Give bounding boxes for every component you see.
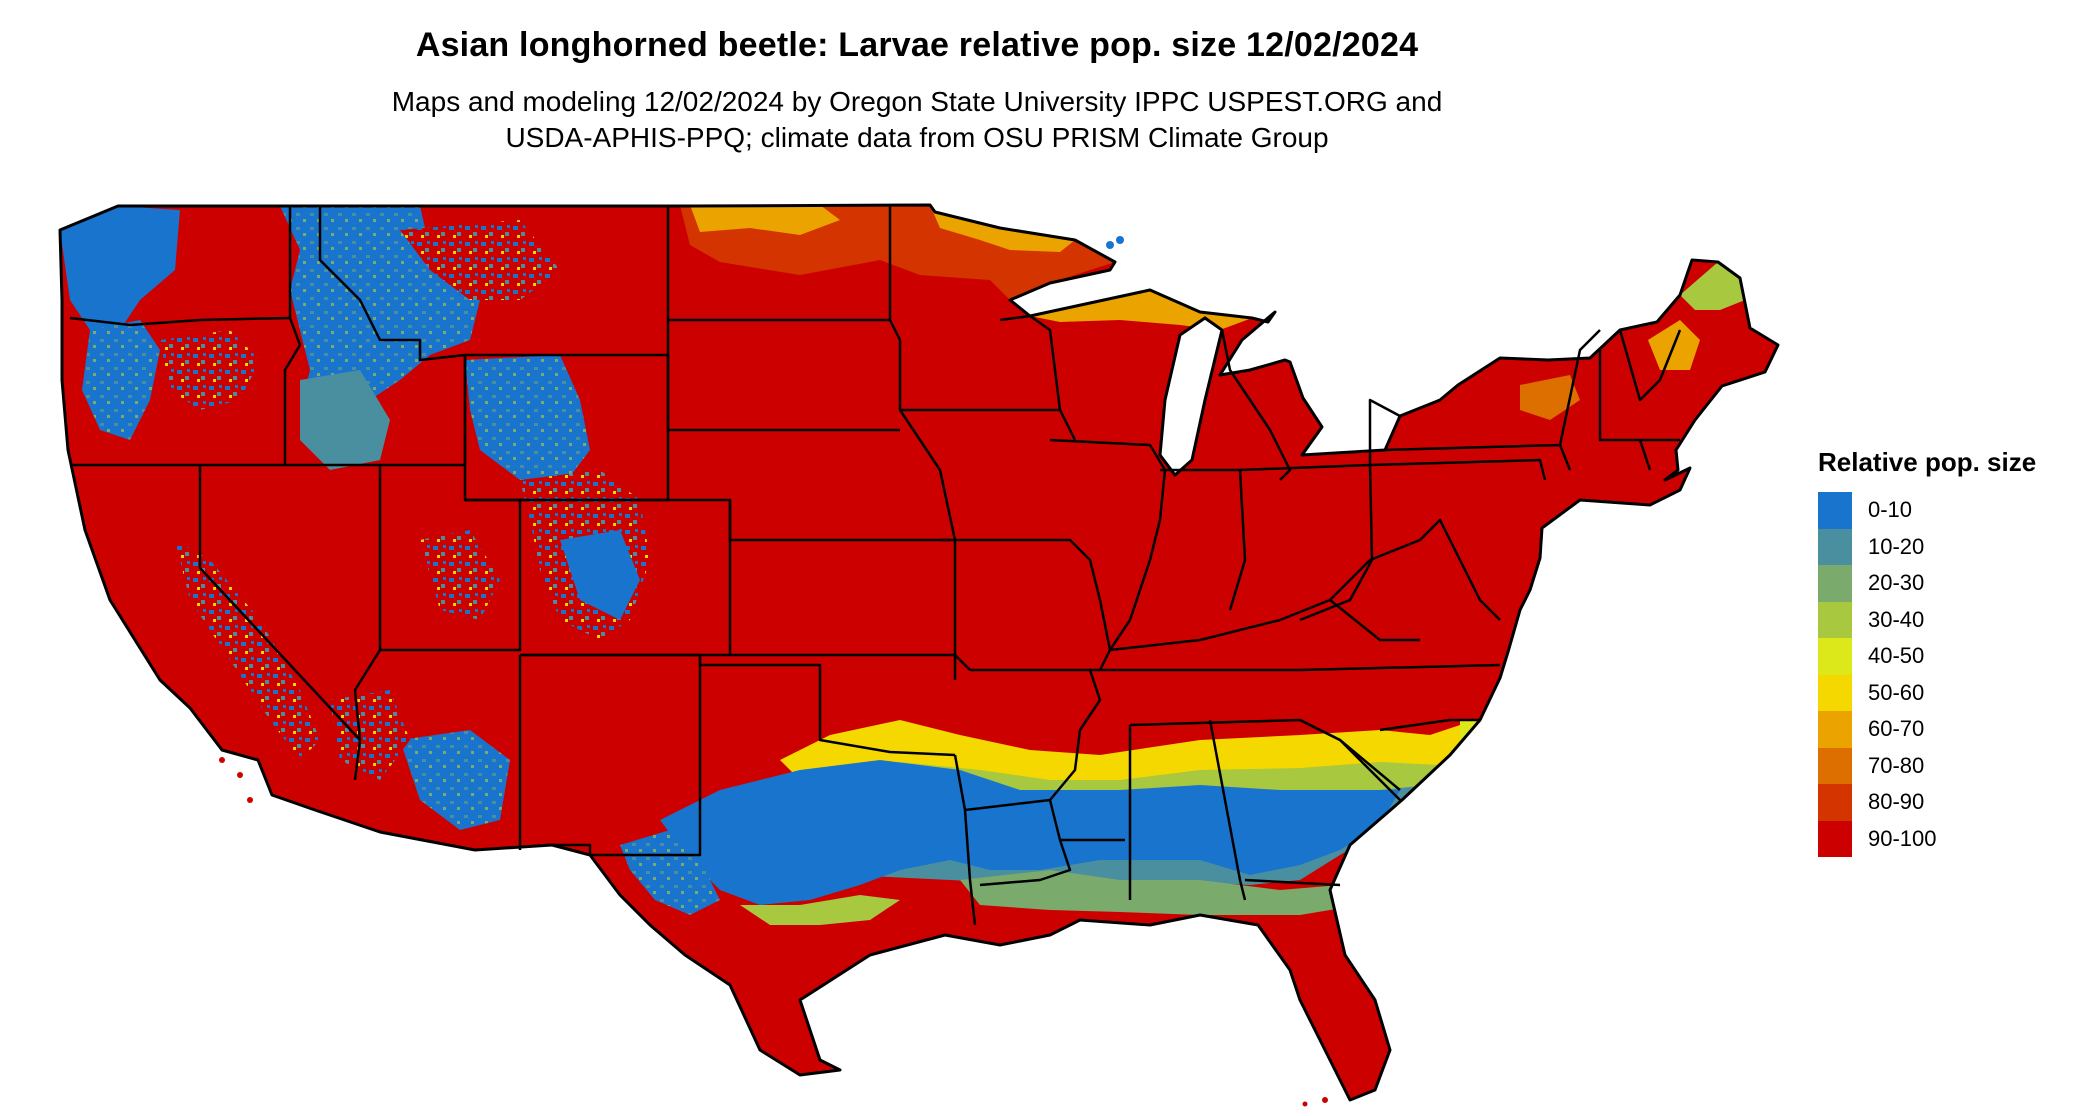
legend-item: 50-60 [1818, 674, 2088, 711]
legend-label: 0-10 [1868, 497, 1913, 522]
class-10-20-area [300, 370, 390, 470]
legend-swatch [1818, 747, 1852, 784]
legend-swatch [1818, 711, 1852, 748]
legend-swatch [1818, 492, 1852, 529]
legend-swatch [1818, 528, 1852, 565]
legend-label: 50-60 [1868, 679, 1925, 705]
legend-swatch [1818, 784, 1852, 821]
legend-item: 10-20 [1818, 528, 2088, 565]
map-subtitle-line-1: Maps and modeling 12/02/2024 by Oregon S… [391, 86, 1443, 117]
legend-item: 70-80 [1818, 747, 2088, 784]
coastal-islands [219, 236, 1328, 1107]
legend-items: 0-10 10-20 20-30 30-40 40-50 50-60 60-70 70-80 8… [1818, 492, 2088, 857]
class-90-100-area [60, 205, 1778, 1100]
legend-label: 20-30 [1868, 570, 1925, 595]
map-title: Asian longhorned beetle: Larvae relative… [415, 26, 1419, 64]
legend-item: 80-90 [1818, 784, 2088, 821]
legend-swatch [1818, 820, 1852, 857]
map-fill-layer [60, 205, 1778, 1100]
legend-label: 40-50 [1868, 643, 1925, 668]
legend-item: 20-30 [1818, 565, 2088, 602]
class-40-50-area [1460, 720, 1510, 760]
legend: Relative pop. size 0-10 10-20 20-30 30-40 40… [1818, 447, 2088, 857]
legend-swatch [1818, 565, 1852, 602]
map-subtitle-line-2: USDA-APHIS-PPQ; climate data from OSU PR… [505, 122, 1329, 153]
legend-label: 60-70 [1868, 716, 1925, 741]
legend-item: 30-40 [1818, 601, 2088, 638]
state-boundaries [69, 206, 1682, 926]
legend-swatch [1818, 638, 1852, 675]
us-outline [58, 203, 1780, 1102]
class-0-10-area [60, 206, 180, 330]
legend-label: 80-90 [1868, 789, 1925, 814]
legend-item: 60-70 [1818, 711, 2088, 748]
legend-label: 30-40 [1868, 606, 1925, 632]
legend-item: 90-100 [1818, 820, 2088, 857]
great-lakes [1158, 316, 1224, 478]
legend-item: 0-10 [1818, 492, 2088, 529]
legend-item: 40-50 [1818, 638, 2088, 675]
lake-michigan [1158, 316, 1224, 478]
class-70-80-area [1520, 375, 1580, 420]
legend-swatch [1818, 674, 1852, 711]
legend-swatch [1818, 601, 1852, 638]
legend-label: 90-100 [1868, 825, 1937, 851]
legend-label: 10-20 [1868, 533, 1925, 559]
legend-label: 70-80 [1868, 752, 1925, 778]
legend-title: Relative pop. size [1818, 447, 2037, 477]
class-20-30-area [960, 870, 1360, 915]
